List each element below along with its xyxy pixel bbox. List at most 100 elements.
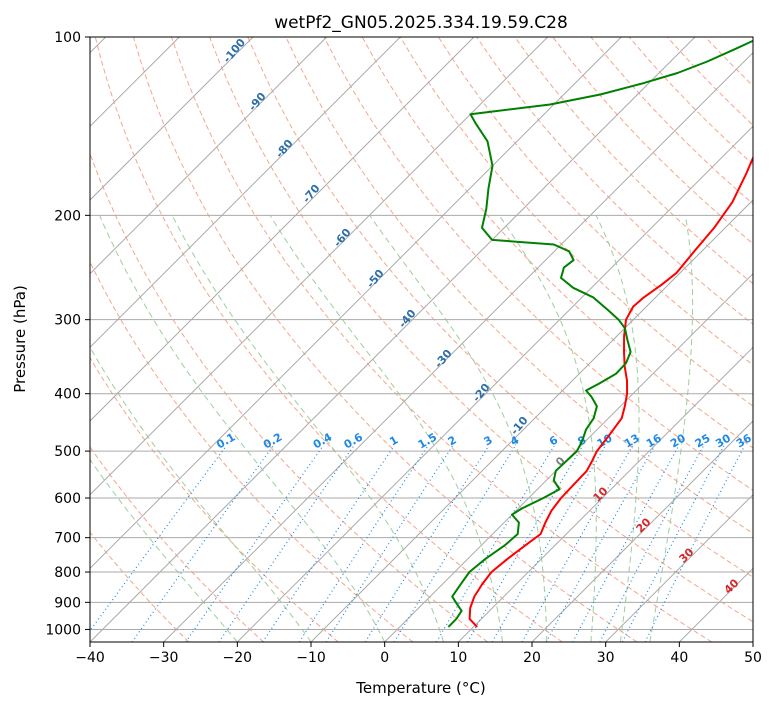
x-tick-label: 30 <box>597 650 615 666</box>
dry-adiabat <box>171 37 712 642</box>
mixing-ratio-line <box>262 445 395 642</box>
mixing-ratio-line <box>466 445 584 642</box>
isotherm <box>163 51 753 642</box>
dry-adiabat <box>704 37 753 87</box>
mixing-ratio-label: 0.1 <box>214 430 237 451</box>
mixing-ratio-line <box>185 445 324 642</box>
mixing-ratio-line <box>572 445 680 642</box>
dry-adiabat-label: -90 <box>246 90 269 114</box>
mixing-ratio-line <box>298 445 429 642</box>
y-tick-label: 600 <box>54 491 81 507</box>
x-tick-label: −40 <box>75 650 105 666</box>
isotherm <box>236 125 753 642</box>
isotherms <box>90 37 753 642</box>
isotherm <box>90 37 549 496</box>
mixing-ratio-line <box>545 445 656 642</box>
isotherm <box>457 346 753 642</box>
dry-adiabat <box>90 446 264 642</box>
mixing-ratio-label: 20 <box>668 431 688 450</box>
y-tick-label: 700 <box>54 531 81 547</box>
dry-adiabat-label: -100 <box>220 36 248 66</box>
moist-adiabat-label: 40 <box>722 576 742 596</box>
temperature-profile-line <box>468 155 753 628</box>
dry-adiabat <box>552 37 753 245</box>
dry-adiabat-label: -50 <box>364 267 387 291</box>
dry-adiabat <box>90 531 190 642</box>
y-tick-label: 400 <box>54 387 81 403</box>
x-tick-label: 40 <box>670 650 688 666</box>
dry-adiabat <box>514 37 753 285</box>
isotherm <box>90 37 475 422</box>
x-tick-label: −30 <box>149 650 179 666</box>
mixing-ratio-line <box>599 445 704 642</box>
y-tick-label: 500 <box>54 444 81 460</box>
y-tick-label: 1000 <box>45 622 81 638</box>
mixing-ratio-label: 3 <box>482 433 495 448</box>
mixing-ratio-line <box>644 445 746 642</box>
moist-adiabat <box>269 215 503 642</box>
moist-adiabat <box>99 215 386 642</box>
dry-adiabat-label: -40 <box>396 307 419 331</box>
x-tick-label: 50 <box>744 650 762 666</box>
isotherm <box>752 641 753 642</box>
mixing-ratio-lines <box>90 445 746 642</box>
isotherm <box>90 37 401 349</box>
mixing-ratio-label: 0.6 <box>342 430 366 451</box>
mixing-ratio-line <box>521 445 634 642</box>
y-tick-label: 800 <box>54 565 81 581</box>
mixing-ratio-label: 1.5 <box>416 430 439 451</box>
mixing-ratio-label: 0.2 <box>261 430 284 451</box>
moist-adiabats <box>90 215 694 642</box>
mixing-ratio-line <box>435 445 555 642</box>
isotherm <box>310 199 753 642</box>
dry-adiabat <box>94 37 563 642</box>
y-axis-label: Pressure (hPa) <box>11 285 29 393</box>
moist-adiabat <box>90 346 312 642</box>
isobars <box>90 37 753 630</box>
dry-adiabat-label: -20 <box>470 381 493 405</box>
dry-adiabat <box>323 37 753 491</box>
adiabat-labels: 0.1 0.2 0.4 0.6 1 1.5 2 3 4 6 8 10 13 16 20 25 30 36-100-… <box>214 36 754 597</box>
isotherm <box>678 567 753 642</box>
axes: −40 −30 −20 −10 0 10 20 30 40 5010020030040050060… <box>45 30 762 666</box>
dry-adiabat <box>247 37 753 578</box>
dry-adiabat <box>399 37 753 407</box>
isotherm <box>90 37 622 570</box>
mixing-ratio-label: 0.4 <box>311 430 335 451</box>
moist-adiabat <box>595 215 640 642</box>
mixing-ratio-line <box>325 445 454 642</box>
dry-adiabat-label: -70 <box>300 182 323 206</box>
dry-adiabat-label: -60 <box>331 226 354 250</box>
x-tick-label: 20 <box>523 650 541 666</box>
y-tick-label: 300 <box>54 313 81 329</box>
isotherm <box>90 37 328 275</box>
moist-adiabat <box>171 215 445 642</box>
mixing-ratio-label: 25 <box>693 432 713 451</box>
mixing-ratio-line <box>131 445 274 642</box>
plot-frame <box>89 36 754 643</box>
moist-adiabat-label: 20 <box>634 515 654 535</box>
mixing-ratio-line <box>491 445 606 642</box>
dry-adiabat-label: -30 <box>432 347 455 371</box>
isotherm <box>90 37 254 201</box>
mixing-ratio-line <box>90 445 227 632</box>
mixing-ratio-label: 6 <box>547 433 560 448</box>
isotherm <box>605 493 753 642</box>
y-tick-label: 200 <box>54 208 81 224</box>
x-tick-label: 0 <box>380 650 389 666</box>
dry-adiabat <box>476 37 753 325</box>
isotherm <box>531 420 753 642</box>
dry-adiabat <box>90 152 488 642</box>
profile-series <box>447 39 753 628</box>
dry-adiabat <box>90 260 414 642</box>
mixing-ratio-label: 36 <box>734 431 754 450</box>
mixing-ratio-line <box>364 445 490 642</box>
moist-adiabat <box>369 215 548 642</box>
mixing-ratio-label: 2 <box>446 433 459 448</box>
y-tick-label: 900 <box>54 595 81 611</box>
isotherm <box>90 37 696 642</box>
x-tick-label: −10 <box>296 650 326 666</box>
dry-adiabat <box>209 37 753 623</box>
